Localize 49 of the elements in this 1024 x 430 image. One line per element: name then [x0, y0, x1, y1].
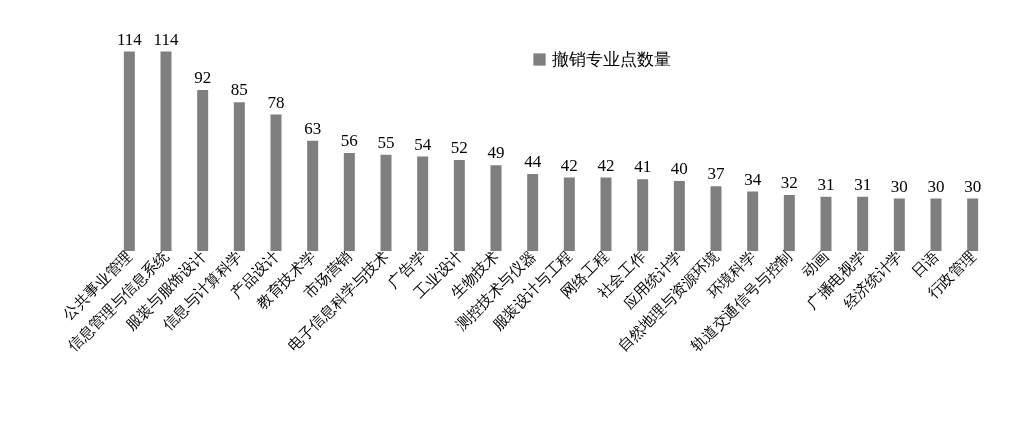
bar	[380, 154, 392, 251]
data-label: 31	[817, 174, 835, 194]
bar	[563, 177, 575, 251]
data-label: 34	[744, 169, 762, 189]
bar	[673, 181, 685, 251]
data-label: 114	[116, 29, 143, 49]
bar	[343, 153, 355, 251]
bar	[637, 179, 649, 251]
bar	[197, 90, 209, 251]
bar	[233, 102, 245, 251]
bar	[123, 51, 135, 251]
legend-label: 撤销专业点数量	[552, 48, 671, 69]
bar	[930, 198, 942, 251]
bar	[820, 196, 832, 251]
data-label: 41	[634, 157, 652, 177]
data-label: 54	[414, 134, 432, 154]
bar	[527, 174, 539, 251]
bar	[270, 114, 282, 251]
data-label: 37	[707, 164, 725, 184]
data-label: 42	[597, 155, 615, 175]
bar	[783, 195, 795, 251]
bar	[893, 198, 905, 251]
data-label: 32	[780, 173, 798, 192]
data-label: 52	[450, 138, 468, 157]
data-label: 85	[230, 80, 248, 100]
bar	[967, 198, 979, 251]
bar	[453, 160, 465, 251]
data-label: 49	[487, 143, 505, 163]
data-label: 30	[964, 176, 982, 196]
data-label: 114	[153, 29, 179, 49]
bar	[490, 165, 502, 251]
bar	[710, 186, 722, 251]
data-label: 31	[854, 174, 872, 194]
data-label: 42	[560, 155, 578, 175]
data-label: 78	[267, 92, 285, 112]
bar	[600, 177, 612, 251]
bar	[307, 140, 319, 251]
data-label: 44	[524, 152, 542, 171]
data-label: 30	[927, 176, 945, 196]
bar	[417, 156, 429, 251]
data-label: 92	[194, 68, 212, 87]
bar	[747, 191, 759, 251]
data-label: 56	[340, 131, 358, 150]
data-label: 55	[377, 132, 395, 152]
data-label: 40	[670, 159, 688, 178]
data-label: 30	[890, 176, 908, 196]
bar	[857, 196, 869, 251]
bar	[160, 51, 172, 251]
data-label: 63	[304, 118, 322, 138]
